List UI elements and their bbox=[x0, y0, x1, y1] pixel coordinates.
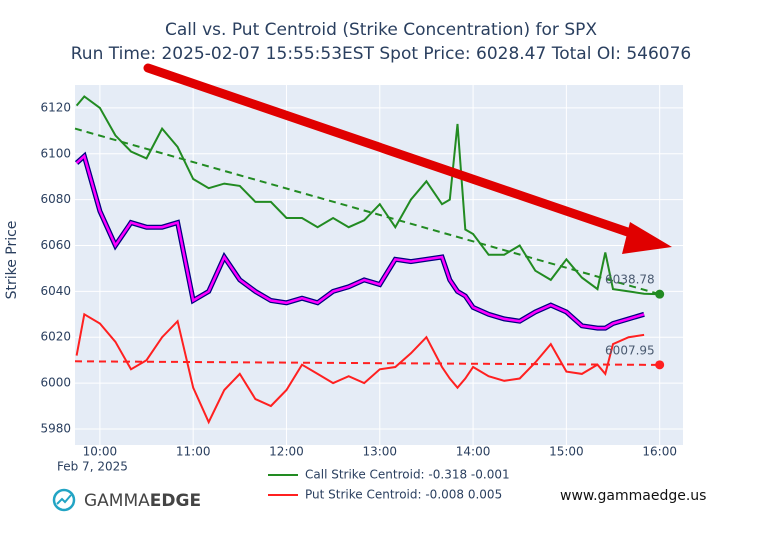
website: www.gammaedge.us bbox=[560, 488, 706, 504]
chart-title: Call vs. Put Centroid (Strike Concentrat… bbox=[165, 20, 597, 40]
y-axis-label: Strike Price bbox=[4, 221, 20, 300]
marks bbox=[74, 95, 665, 425]
logo-icon-line bbox=[56, 494, 72, 505]
trend-end-label: 6038.78 bbox=[605, 273, 655, 287]
y-tick-label: 5980 bbox=[40, 421, 71, 435]
logo-text-light: GAMMA bbox=[84, 491, 150, 511]
legend-label: Put Strike Centroid: -0.008 0.005 bbox=[305, 488, 502, 502]
trend-line bbox=[74, 360, 660, 366]
trend-end-marker bbox=[655, 360, 665, 370]
y-tick-label: 6100 bbox=[40, 146, 71, 160]
y-tick-label: 6060 bbox=[40, 238, 71, 252]
y-tick-label: 6020 bbox=[40, 330, 71, 344]
logo: GAMMAEDGE bbox=[52, 488, 201, 512]
y-tick-label: 6000 bbox=[40, 376, 71, 390]
series-line bbox=[75, 312, 645, 425]
trend-end-label: 6007.95 bbox=[605, 343, 655, 357]
arrow-head bbox=[622, 222, 672, 254]
y-tick-label: 6120 bbox=[40, 100, 71, 114]
series-line bbox=[75, 95, 660, 296]
price-line bbox=[75, 153, 645, 330]
logo-text-bold: EDGE bbox=[150, 491, 201, 511]
x-tick-label: 14:00 bbox=[456, 445, 491, 459]
y-tick-label: 6040 bbox=[40, 284, 71, 298]
logo-text: GAMMAEDGE bbox=[84, 491, 201, 511]
arrow-shaft bbox=[143, 63, 650, 243]
x-tick-label: 16:00 bbox=[642, 445, 677, 459]
trend-arrow bbox=[143, 63, 672, 254]
x-date-label: Feb 7, 2025 bbox=[57, 460, 128, 474]
logo-icon bbox=[52, 488, 76, 512]
x-tick-label: 12:00 bbox=[269, 445, 304, 459]
y-tick-label: 6080 bbox=[40, 192, 71, 206]
x-tick-label: 13:00 bbox=[362, 445, 397, 459]
legend-label: Call Strike Centroid: -0.318 -0.001 bbox=[305, 468, 510, 482]
x-tick-label: 11:00 bbox=[176, 445, 211, 459]
plot-area bbox=[75, 85, 683, 445]
chart-subtitle: Run Time: 2025-02-07 15:55:53EST Spot Pr… bbox=[71, 44, 692, 64]
x-tick-label: 15:00 bbox=[549, 445, 584, 459]
trend-line bbox=[74, 127, 660, 296]
x-tick-label: 10:00 bbox=[83, 445, 118, 459]
